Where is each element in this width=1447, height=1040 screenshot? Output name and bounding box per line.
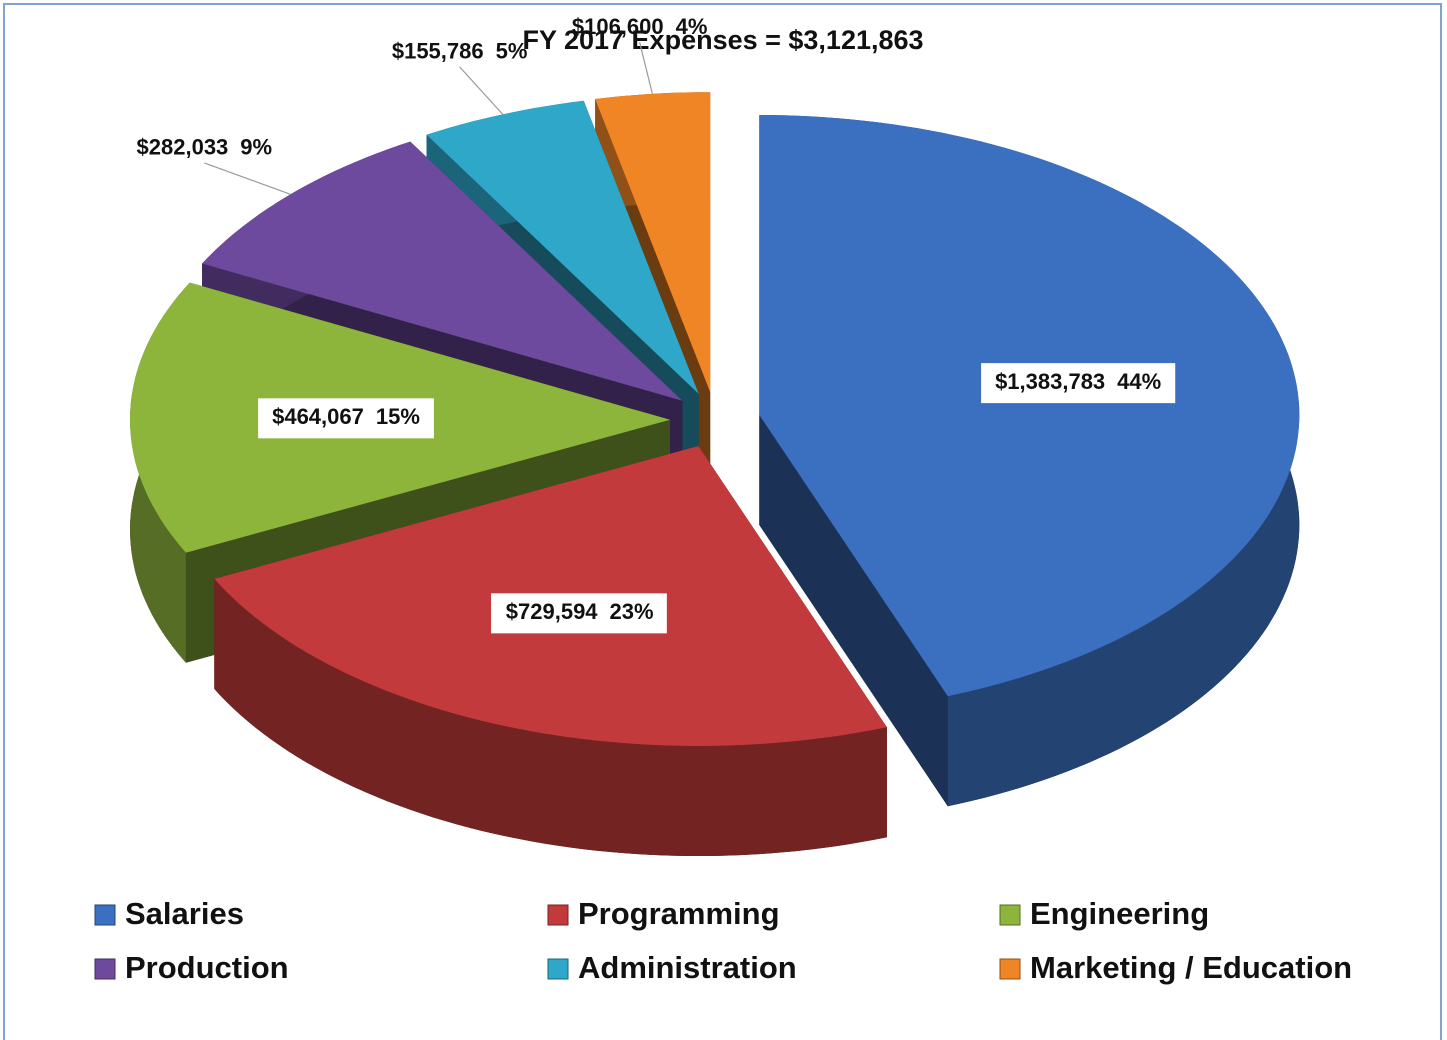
- slice-side: [214, 578, 887, 856]
- value-label: $282,033: [137, 135, 229, 160]
- legend-swatch: [999, 904, 1021, 926]
- data-label: $464,067 15%: [258, 398, 434, 439]
- slice-wall: [759, 415, 948, 807]
- legend-label: Marketing / Education: [1030, 950, 1352, 985]
- chart-title: FY 2017 Expenses = $3,121,863: [522, 25, 923, 55]
- percent-label: 4%: [676, 14, 708, 39]
- label-box: [981, 363, 1176, 404]
- value-label: $464,067: [272, 404, 364, 429]
- slice: [759, 115, 1300, 697]
- value-label: $729,594: [506, 599, 599, 624]
- legend-label: Production: [125, 950, 289, 985]
- legend-label: Salaries: [125, 896, 244, 931]
- value-label: $106,600: [572, 14, 664, 39]
- label-box: [258, 398, 434, 439]
- data-label: $106,600 4%: [572, 14, 708, 39]
- legend-swatch: [547, 904, 569, 926]
- leader-line: [459, 66, 504, 115]
- value-label: $155,786: [392, 39, 484, 64]
- value-label: $1,383,783: [995, 369, 1105, 394]
- percent-label: 9%: [240, 135, 272, 160]
- pie: [130, 92, 1300, 856]
- legend-label: Programming: [578, 896, 780, 931]
- legend-swatch: [999, 958, 1021, 980]
- data-label: $282,033 9%: [137, 135, 273, 160]
- leader-line: [639, 42, 653, 95]
- data-label: $1,383,783 44%: [981, 363, 1176, 404]
- label-box: [491, 593, 667, 634]
- percent-label: 15%: [376, 404, 420, 429]
- leader-line: [204, 162, 291, 195]
- legend-label: Administration: [578, 950, 797, 985]
- slice: [426, 100, 699, 394]
- data-label: $729,594 23%: [491, 593, 667, 634]
- legend-swatch: [547, 958, 569, 980]
- legend-swatch: [94, 904, 116, 926]
- slice: [595, 92, 711, 393]
- legend-swatch: [94, 958, 116, 980]
- slice: [202, 141, 683, 401]
- data-label: $155,786 5%: [392, 39, 528, 64]
- percent-label: 23%: [610, 599, 654, 624]
- percent-label: 5%: [496, 39, 528, 64]
- percent-label: 44%: [1117, 369, 1161, 394]
- legend-label: Engineering: [1030, 896, 1209, 931]
